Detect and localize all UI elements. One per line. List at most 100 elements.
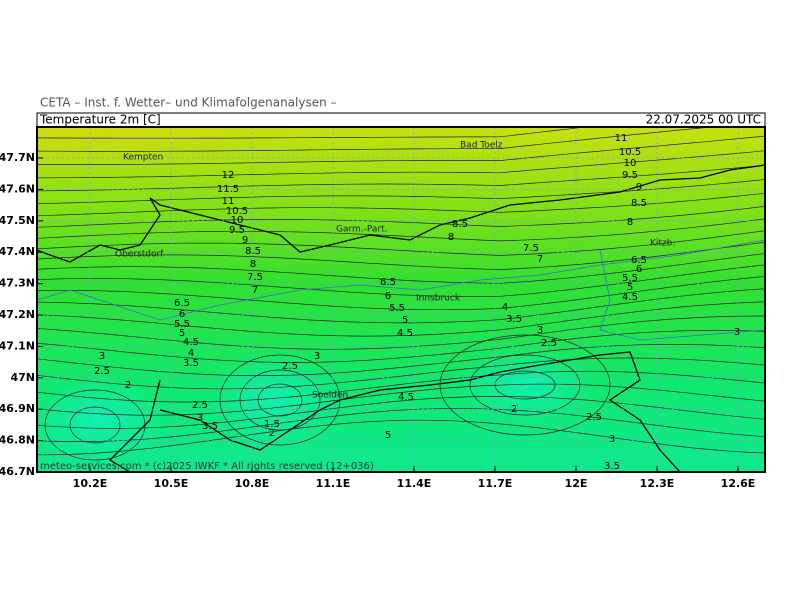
lon-label: 10.2E <box>73 477 108 490</box>
contour-label: 8.5 <box>631 198 647 209</box>
border <box>149 164 765 253</box>
contour-label: 3.5 <box>604 461 620 472</box>
contour-label: 4 <box>502 302 508 313</box>
contour-label: 4.5 <box>398 392 414 403</box>
contour-line <box>257 383 303 417</box>
contour-label: 2.5 <box>586 412 602 423</box>
contour-line <box>37 127 715 152</box>
lon-label: 10.5E <box>154 477 189 490</box>
contour-line <box>37 315 765 350</box>
contour-line <box>37 383 765 416</box>
contour-label: 7 <box>537 254 543 265</box>
lat-label: 47N <box>10 371 35 384</box>
contour-line <box>37 357 765 390</box>
contour-label: 4 <box>188 348 194 359</box>
lat-label: 46.8N <box>0 434 35 447</box>
contour-label: 6 <box>636 264 642 275</box>
contour-line <box>37 419 765 456</box>
contour-label: 3.5 <box>202 421 218 432</box>
contour-label: 5 <box>385 430 391 441</box>
contour-label: 8 <box>627 217 633 228</box>
contour-label: 2.5 <box>282 361 298 372</box>
contour-label: 1.5 <box>264 419 280 430</box>
valid-time: 22.07.2025 00 UTC <box>646 113 761 127</box>
cool-area <box>455 345 595 425</box>
contour-label: 10 <box>624 158 637 169</box>
place-name: Bad Toelz <box>460 141 503 151</box>
footer: meteo-services.com * (c)2025 IWKF * All … <box>40 461 374 472</box>
contour-label: 2 <box>125 380 131 391</box>
contour-label: 2.5 <box>541 338 557 349</box>
contour-label: 6 <box>385 291 391 302</box>
contour-label: 8 <box>448 232 454 243</box>
contour-line <box>37 344 765 377</box>
contour-label: 9.5 <box>622 170 638 181</box>
contour-label: 3 <box>609 434 615 445</box>
contour-label: 5 <box>627 282 633 293</box>
contour-label: 3 <box>734 327 740 338</box>
lat-label: 46.7N <box>0 465 35 478</box>
contour-line <box>37 253 765 284</box>
contour-label: 7 <box>252 285 258 296</box>
contour-label: 2.5 <box>94 366 110 377</box>
field-name: Temperature 2m [C] <box>39 113 161 127</box>
river <box>37 239 765 341</box>
contour-line <box>37 276 765 311</box>
institute-title: CETA – Inst. f. Wetter– und Klimafolgena… <box>40 96 337 110</box>
contour-line <box>37 127 589 139</box>
contour-line <box>439 334 611 436</box>
contour-line <box>69 406 121 444</box>
contour-label: 11.5 <box>217 184 239 195</box>
lat-label: 47.3N <box>0 277 35 290</box>
place-name: Kempten <box>123 153 163 163</box>
contours <box>37 127 765 461</box>
contour-label: 5 <box>402 315 408 326</box>
contour-line <box>37 408 765 442</box>
contour-line <box>37 396 765 429</box>
contour-label: 10.5 <box>619 147 641 158</box>
lat-label: 47.5N <box>0 214 35 227</box>
contour-line <box>494 370 556 400</box>
lon-label: 11.4E <box>397 477 432 490</box>
contour-line <box>37 164 765 192</box>
contour-line <box>37 192 765 217</box>
contour-label: 3 <box>537 325 543 336</box>
lat-label: 47.7N <box>0 151 35 164</box>
lat-label: 47.6N <box>0 182 35 195</box>
contour-label: 7.5 <box>247 272 263 283</box>
contour-line <box>469 354 581 416</box>
contour-label: 5 <box>179 328 185 339</box>
contour-line <box>37 301 765 337</box>
contour-line <box>37 330 765 363</box>
contour-label: 2.5 <box>192 400 208 411</box>
cool-area <box>37 375 170 465</box>
contour-label: 3 <box>99 351 105 362</box>
contour-line <box>37 288 765 324</box>
lat-label: 47.4N <box>0 245 35 258</box>
contour-label: 12 <box>222 170 235 181</box>
lon-label: 11.1E <box>316 477 351 490</box>
contour-label: 6 <box>179 309 185 320</box>
contour-label: 7.5 <box>523 243 539 254</box>
contour-label: 6.5 <box>380 277 396 288</box>
cool-area <box>205 350 345 450</box>
contour-label: 5.5 <box>389 303 405 314</box>
lon-label: 12.3E <box>640 477 675 490</box>
contour-label: 10.5 <box>226 206 248 217</box>
contour-label: 4.5 <box>183 337 199 348</box>
border <box>108 351 681 472</box>
contour-label: 9.5 <box>229 225 245 236</box>
place-name: Kitzb. <box>650 239 675 249</box>
lon-label: 11.7E <box>478 477 513 490</box>
contour-label: 8 <box>250 259 256 270</box>
contour-line <box>37 150 765 179</box>
lat-label: 47.1N <box>0 339 35 352</box>
contour-label: 8.5 <box>452 219 468 230</box>
contour-label: 11 <box>222 196 235 207</box>
contour-label: 6.5 <box>174 298 190 309</box>
contour-label: 4.5 <box>622 292 638 303</box>
lon-label: 12E <box>565 477 588 490</box>
contour-label: 3 <box>197 413 203 424</box>
contour-label: 5.5 <box>622 273 638 284</box>
